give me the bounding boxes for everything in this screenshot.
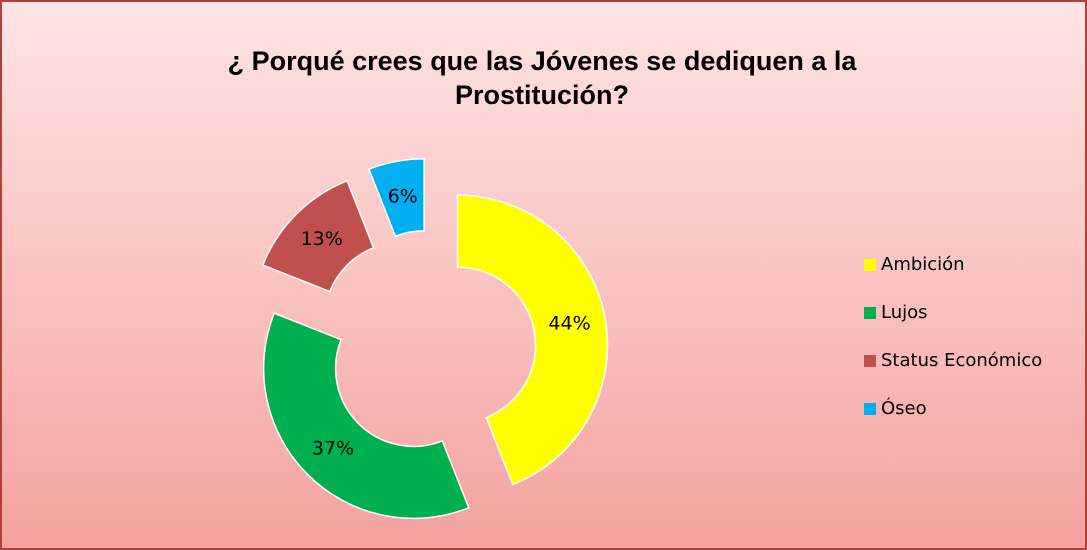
data-label: 44% — [548, 312, 590, 334]
legend-label: Status Económico — [881, 350, 1042, 371]
legend-swatch — [864, 307, 876, 319]
slice — [456, 194, 609, 486]
slice — [262, 312, 470, 520]
data-label: 6% — [388, 185, 418, 207]
legend-swatch — [864, 355, 876, 367]
slice — [261, 179, 375, 293]
data-label: 13% — [301, 228, 343, 250]
chart-title: ¿ Porqué crees que las Jóvenes se dediqu… — [227, 46, 857, 110]
legend-label: Ambición — [881, 254, 965, 275]
data-label: 37% — [312, 437, 354, 459]
legend-swatch — [864, 403, 876, 415]
slice — [367, 157, 425, 238]
legend-swatch — [864, 259, 876, 271]
legend-label: Lujos — [881, 302, 928, 323]
legend-label: Óseo — [881, 397, 927, 419]
